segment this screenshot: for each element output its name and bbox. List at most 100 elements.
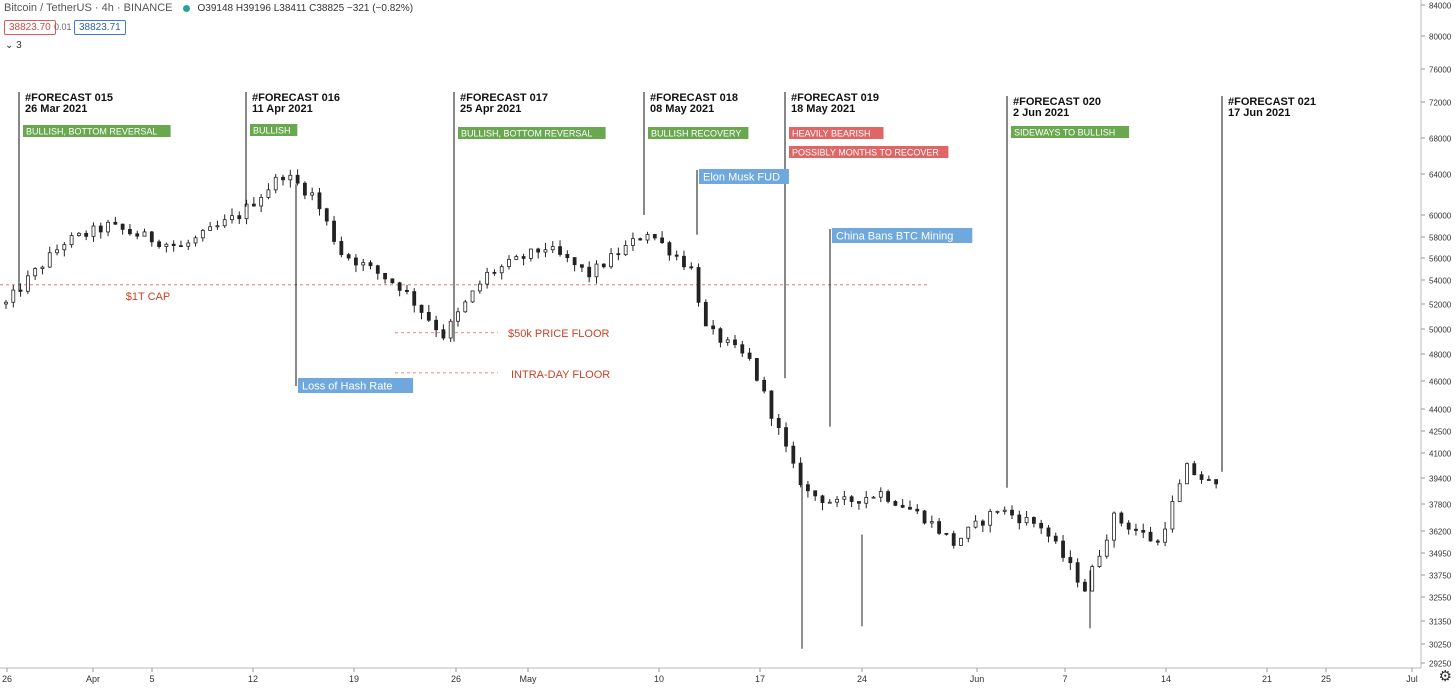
- candle-body: [1148, 531, 1153, 542]
- candle-body: [244, 203, 249, 220]
- forecast-date: 26 Mar 2021: [25, 103, 87, 115]
- indicators-toggle[interactable]: ⌄ 3: [5, 40, 22, 51]
- gear-icon[interactable]: ⚙: [1438, 668, 1452, 685]
- candle-body: [1083, 581, 1087, 592]
- candle-body: [1090, 566, 1095, 592]
- candle-body: [426, 312, 431, 321]
- candle-body: [740, 344, 745, 354]
- candle-body: [587, 266, 592, 278]
- candle-body: [733, 339, 737, 346]
- candle-body: [580, 264, 584, 268]
- buy-price-button[interactable]: 38823.71: [74, 20, 126, 35]
- forecast-sentiment-badge: [458, 127, 606, 139]
- price-tick-label: 54000: [1429, 277, 1452, 286]
- candle-body: [718, 328, 723, 343]
- candle-body: [354, 257, 358, 266]
- indicator-count: 3: [16, 40, 22, 51]
- candle-body: [1068, 557, 1073, 564]
- candle-body: [332, 220, 336, 242]
- candle-body: [237, 215, 242, 220]
- sell-price-button[interactable]: 38823.70: [4, 20, 56, 35]
- candle-body: [397, 282, 402, 291]
- forecast-title: #FORECAST 015: [25, 92, 113, 104]
- forecast-sentiment-badge: [250, 124, 298, 136]
- forecast-date: 18 May 2021: [791, 103, 855, 115]
- candle-body: [251, 203, 256, 207]
- price-tick-label: 44000: [1429, 406, 1452, 415]
- time-tick-label: 19: [349, 674, 359, 684]
- event-label: Elon Musk FUD: [703, 172, 780, 184]
- candle-body: [179, 245, 183, 248]
- candle-body: [412, 291, 417, 306]
- candle-body: [1104, 539, 1109, 557]
- candle-body: [91, 225, 96, 237]
- candle-body: [456, 311, 460, 322]
- candle-body: [1024, 517, 1029, 524]
- candle-body: [689, 266, 694, 269]
- candle-body: [536, 248, 541, 253]
- forecast-title: #FORECAST 021: [1228, 96, 1316, 108]
- time-tick-label: 12: [248, 674, 258, 684]
- candle-body: [302, 182, 307, 196]
- price-tick-label: 58000: [1429, 234, 1452, 243]
- symbol-title[interactable]: Bitcoin / TetherUS · 4h · BINANCE: [4, 2, 173, 14]
- price-tick-label: 46000: [1429, 378, 1452, 387]
- forecast-sentiment-label: BULLISH, BOTTOM REVERSAL: [461, 129, 592, 139]
- candle-body: [62, 244, 67, 251]
- candle-body: [193, 237, 198, 244]
- candle-body: [266, 189, 271, 198]
- candle-body: [1097, 555, 1102, 567]
- candle-body: [25, 275, 30, 292]
- forecast-sentiment-label: POSSIBLY MONTHS TO RECOVER: [792, 148, 939, 158]
- candle-body: [1126, 522, 1131, 530]
- candle-body: [674, 254, 679, 257]
- candle-body: [485, 271, 490, 285]
- candle-body: [988, 511, 993, 526]
- forecast-sentiment-badge: [789, 127, 884, 139]
- candle-body: [514, 256, 519, 260]
- candle-body: [813, 490, 818, 497]
- time-tick-label: Jul: [1406, 674, 1418, 684]
- candle-body: [1112, 512, 1116, 541]
- candle-body: [368, 262, 373, 267]
- event-badge: [832, 228, 973, 243]
- candle-body: [1039, 522, 1044, 529]
- candle-body: [696, 267, 701, 303]
- forecast-date: 25 Apr 2021: [460, 103, 521, 115]
- forecast-sentiment-label: SIDEWAYS TO BULLISH: [1014, 128, 1115, 138]
- candle-body: [827, 501, 832, 504]
- candle-body: [230, 215, 234, 221]
- candle-body: [200, 229, 205, 239]
- candle-body: [33, 268, 38, 277]
- candle-body: [747, 352, 752, 359]
- price-tick-label: 80000: [1429, 33, 1452, 42]
- candle-body: [1199, 474, 1204, 480]
- candle-body: [645, 234, 650, 241]
- price-tick-label: 56000: [1429, 255, 1452, 264]
- candle-body: [1192, 463, 1197, 476]
- candle-body: [900, 504, 905, 508]
- candle-body: [878, 491, 883, 498]
- candle-body: [908, 506, 912, 510]
- price-tick-label: 76000: [1429, 66, 1452, 75]
- candle-body: [521, 256, 526, 259]
- candle-body: [776, 417, 781, 428]
- candle-body: [652, 234, 657, 239]
- candle-body: [980, 520, 985, 526]
- forecast-sentiment-label: BULLISH, BOTTOM REVERSAL: [26, 127, 157, 137]
- candle-body: [849, 496, 854, 502]
- candle-body: [186, 242, 191, 247]
- candle-body: [171, 243, 176, 247]
- candle-body: [317, 192, 322, 210]
- ohlc-values: O39148 H39196 L38411 C38825 −321 (−0.82%…: [197, 3, 414, 14]
- time-tick-label: Apr: [86, 674, 100, 684]
- candle-body: [259, 197, 264, 207]
- candle-body: [572, 257, 577, 266]
- price-tick-label: 52000: [1429, 301, 1452, 310]
- price-tick-label: 33750: [1429, 572, 1452, 581]
- time-tick-label: 21: [1262, 674, 1272, 684]
- candle-body: [798, 462, 803, 486]
- price-tick-label: 31350: [1429, 618, 1452, 627]
